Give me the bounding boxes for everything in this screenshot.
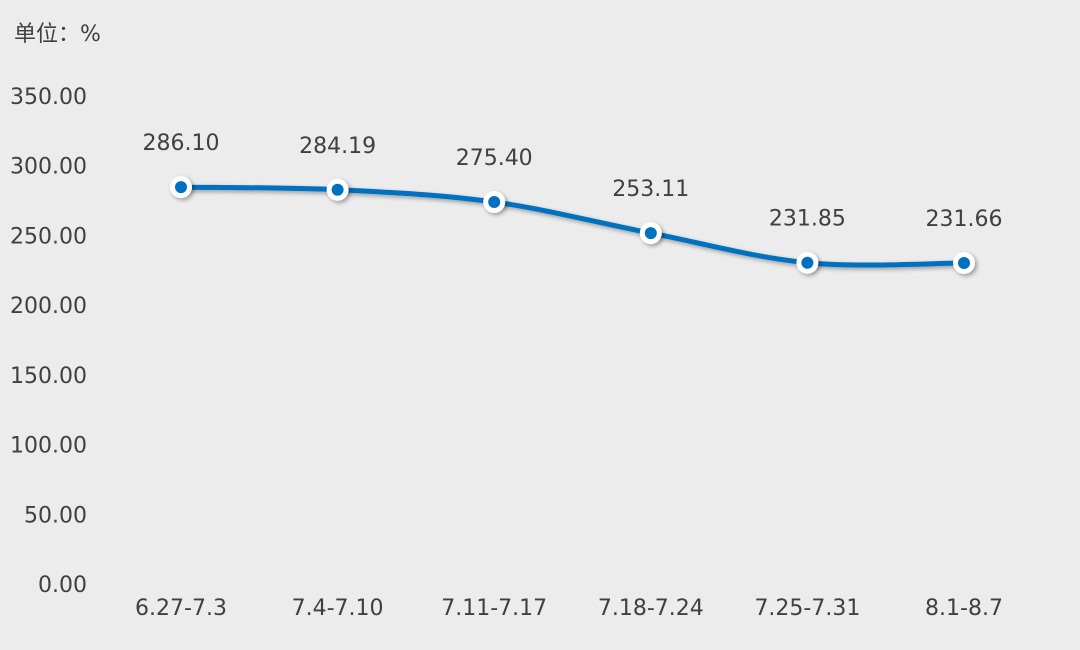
y-tick-label: 50.00 [24, 503, 87, 528]
data-label: 231.66 [926, 207, 1003, 232]
y-tick-label: 100.00 [10, 434, 87, 459]
line [178, 184, 967, 268]
marker [175, 181, 187, 194]
data-label: 275.40 [456, 146, 533, 171]
data-label: 231.85 [769, 207, 846, 232]
marker [801, 256, 814, 269]
x-tick-label: 7.18-7.24 [598, 596, 704, 621]
y-tick-label: 300.00 [10, 155, 87, 180]
marker [488, 196, 501, 209]
x-tick-label: 7.25-7.31 [754, 596, 860, 621]
marker [331, 183, 344, 196]
y-axis-label: 单位：% [14, 22, 101, 47]
data-label: 253.11 [612, 177, 689, 202]
marker [644, 227, 657, 240]
x-tick-label: 7.4-7.10 [292, 596, 384, 621]
x-tick-label: 6.27-7.3 [135, 596, 227, 621]
x-tick-label: 8.1-8.7 [925, 596, 1003, 621]
marker [958, 256, 970, 269]
y-tick-label: 150.00 [10, 364, 87, 389]
y-tick-label: 350.00 [10, 85, 87, 110]
y-tick-label: 200.00 [10, 294, 87, 319]
data-label: 286.10 [143, 131, 220, 156]
data-label: 284.19 [299, 134, 376, 159]
y-tick-label: 0.00 [38, 573, 87, 598]
y-tick-label: 250.00 [10, 224, 87, 249]
x-tick-label: 7.11-7.17 [441, 596, 547, 621]
